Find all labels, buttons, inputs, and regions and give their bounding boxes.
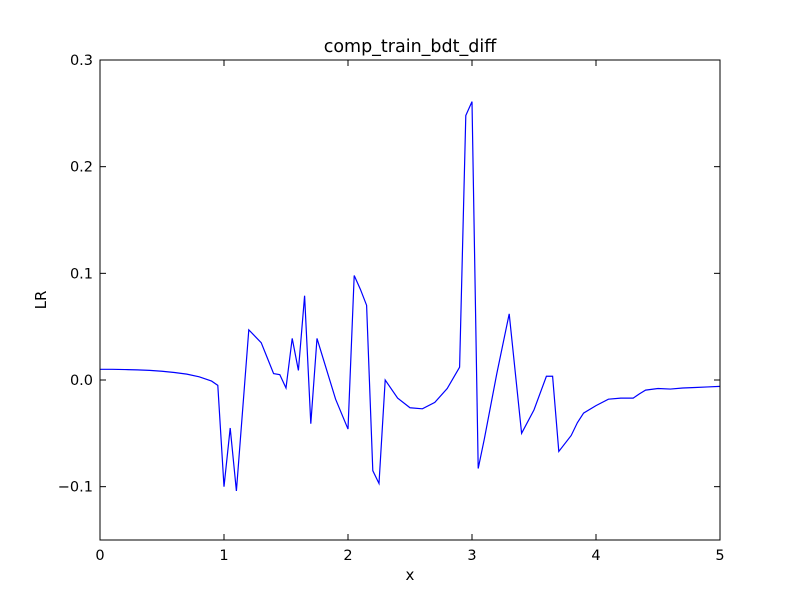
y-tick-label: 0.1 — [70, 266, 93, 282]
y-tick-label: −0.1 — [58, 480, 93, 496]
series-line-0 — [100, 101, 721, 491]
x-tick-label: 2 — [343, 548, 352, 564]
y-tick-label: 0.0 — [70, 373, 93, 389]
y-tick-label: 0.2 — [70, 160, 93, 176]
x-tick-label: 1 — [219, 548, 228, 564]
y-axis: −0.1 0.0 0.1 0.2 0.3 — [58, 53, 720, 496]
x-axis-label: x — [406, 566, 415, 584]
x-tick-label: 4 — [591, 548, 600, 564]
y-axis-label: LR — [32, 291, 50, 310]
y-tick-label: 0.3 — [70, 53, 93, 69]
x-tick-label: 3 — [467, 548, 476, 564]
plot-frame-border — [99, 59, 721, 541]
series-layer — [100, 101, 721, 491]
plot-area — [99, 59, 721, 541]
chart-title: comp_train_bdt_diff — [324, 37, 498, 57]
x-tick-label: 5 — [715, 548, 724, 564]
x-tick-label: 0 — [95, 548, 104, 564]
